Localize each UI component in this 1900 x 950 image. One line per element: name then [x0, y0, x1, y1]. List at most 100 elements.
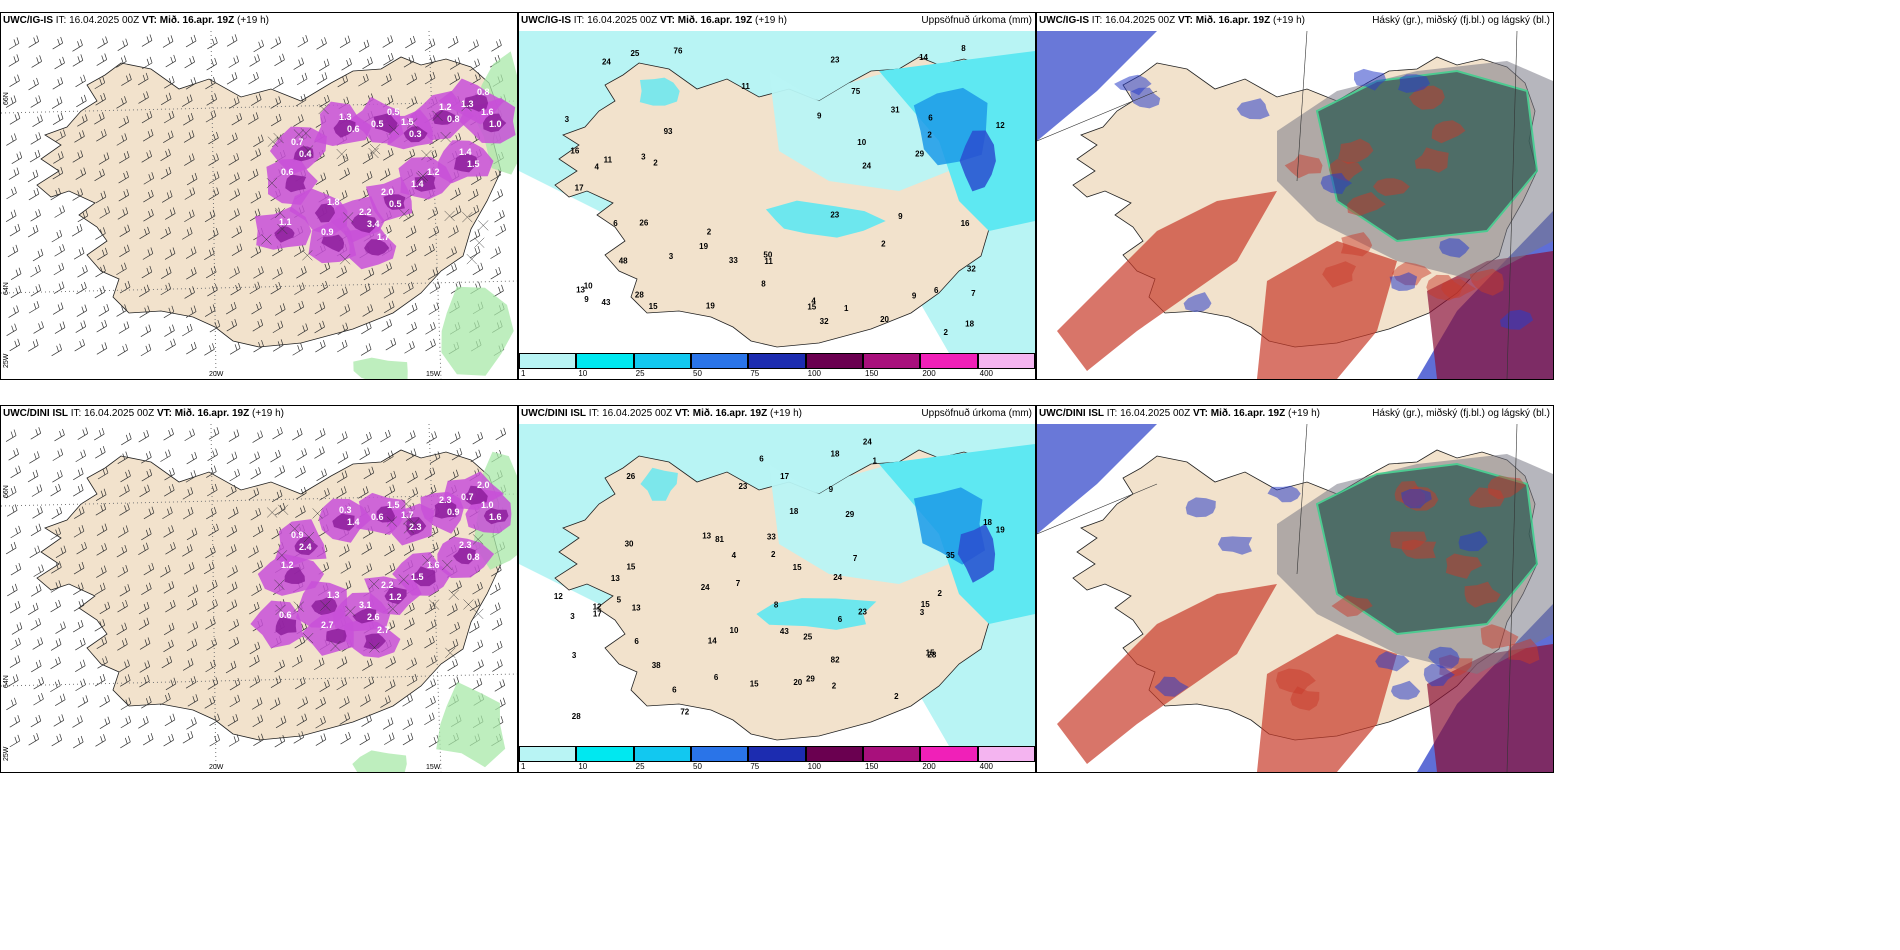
lon-label-20w: 20W [209, 764, 224, 771]
wind-barb [55, 621, 66, 634]
wind-barb [53, 151, 64, 164]
snow-depth-label: 1.5 [411, 572, 424, 582]
wind-barb [205, 659, 216, 673]
wind-barb [426, 431, 437, 444]
precip-amount-label: 15 [926, 649, 935, 658]
precip-amount-label: 6 [714, 673, 719, 682]
wind-barb [362, 304, 373, 317]
hatch-mark [445, 647, 456, 659]
low-cloud-patch [1439, 238, 1470, 258]
wind-barb [73, 467, 84, 481]
wind-barb [10, 562, 22, 576]
low-cloud-patch [1398, 74, 1430, 93]
hatch-mark [261, 234, 272, 245]
wind-barb [358, 39, 370, 53]
wind-barb [249, 601, 260, 615]
wind-barb [451, 580, 462, 593]
wind-barb [143, 506, 155, 520]
wind-barb [226, 544, 237, 557]
mid-cloud-area [1057, 191, 1277, 371]
wind-barb [340, 731, 351, 745]
wind-barb [187, 621, 199, 634]
wind-barb [160, 92, 172, 106]
wind-barb [228, 506, 239, 520]
low-cloud-patch [1183, 292, 1212, 312]
wind-barb [163, 581, 175, 594]
precip-amount-label: 35 [946, 551, 955, 560]
hatch-mark [267, 136, 279, 147]
wind-barb [469, 620, 480, 634]
lat-label-64n: 64N [3, 282, 10, 295]
wind-barb [74, 130, 85, 143]
panel-title-precip: Uppsöfnuð úrkoma (mm) [921, 408, 1032, 419]
wind-barb [384, 543, 395, 557]
precip-amount-label: 13 [576, 285, 585, 294]
hatch-mark [401, 498, 412, 510]
wind-barb [30, 714, 42, 728]
wind-barb [292, 655, 303, 668]
hatch-mark [300, 128, 312, 139]
wind-barb [27, 602, 39, 616]
wind-barb [427, 207, 439, 220]
wind-barb [450, 205, 462, 218]
wind-barb [206, 465, 217, 478]
wind-barb [316, 468, 327, 482]
wind-barb [76, 281, 87, 295]
wind-barb [141, 150, 152, 163]
legend-color-swatch [691, 353, 749, 369]
wind-barb [205, 76, 216, 90]
snow-depth-label: 1.7 [401, 510, 414, 520]
panel-bottom-left-wind-snow: UWC/DINI ISL IT: 16.04.2025 00Z VT: Mið.… [0, 405, 518, 773]
wind-barb [160, 266, 172, 280]
hatch-mark [474, 237, 485, 248]
precip-amount-label: 2 [707, 228, 712, 237]
wind-barb [252, 319, 264, 332]
wind-barb [253, 134, 264, 147]
heavy-snow-core [285, 174, 307, 193]
wind-barb [6, 133, 17, 146]
wind-barb [141, 696, 152, 709]
wind-barb [9, 74, 20, 87]
precip-amount-label: 9 [912, 291, 917, 300]
precip-amount-label: 6 [672, 685, 677, 694]
mid-cloud-patch [1431, 120, 1466, 144]
wind-barb [117, 207, 129, 220]
wind-barb [164, 247, 176, 260]
precip-amount-label: 8 [774, 601, 779, 610]
wind-barb [187, 584, 199, 597]
wind-barb [204, 343, 215, 356]
wind-barb [361, 563, 373, 576]
snow-depth-label: 2.3 [439, 495, 452, 505]
precip-amount-label: 23 [858, 608, 867, 617]
wind-barb [424, 467, 436, 480]
wind-barb [139, 305, 150, 318]
mid-cloud-patch [1408, 85, 1445, 110]
hatch-mark [302, 632, 314, 644]
wind-barb [336, 656, 348, 669]
wind-barb [208, 131, 219, 145]
wind-barb [446, 263, 457, 276]
wind-barb [425, 55, 436, 68]
wind-barb [404, 341, 415, 354]
wind-barb [119, 484, 130, 497]
wind-barb [273, 76, 284, 90]
wind-barb [426, 655, 437, 668]
wind-barb [184, 187, 196, 200]
wind-barb [73, 561, 85, 575]
precip-amount-label: 93 [664, 127, 673, 136]
wind-barb [31, 484, 43, 497]
wind-barb [161, 190, 173, 203]
hatch-mark [320, 600, 331, 611]
wind-barb [447, 603, 458, 616]
precip-amount-label: 2 [894, 692, 899, 701]
wind-barb [383, 286, 395, 299]
precip-amount-label: 29 [845, 510, 854, 519]
wind-barb [77, 695, 89, 708]
wind-barb [97, 36, 108, 49]
wind-barb [339, 35, 351, 48]
wind-barb [120, 674, 131, 687]
snow-depth-label: 0.5 [371, 119, 384, 129]
wind-barb [226, 72, 238, 85]
panel-bottom-middle-precip: UWC/DINI ISL IT: 16.04.2025 00Z VT: Mið.… [518, 405, 1036, 773]
hatch-mark [303, 531, 315, 543]
